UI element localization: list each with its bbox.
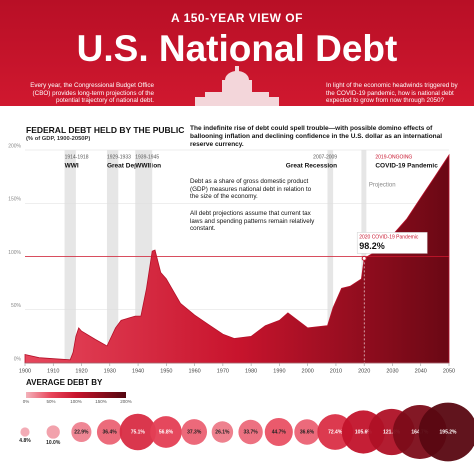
y-tick-label: 150%: [8, 197, 21, 203]
bubble-label: 33.7%: [244, 429, 259, 435]
y-tick-label: 50%: [11, 303, 22, 309]
bubble-title: AVERAGE DEBT BY: [26, 378, 103, 387]
bubble: [181, 419, 208, 445]
bubble-label: 72.4%: [328, 429, 343, 435]
bubble: [211, 421, 234, 443]
legend-tick-label: 50%: [46, 399, 55, 404]
bubble: [20, 427, 30, 437]
event-name: Great Recession: [286, 163, 337, 170]
bubble: [46, 425, 60, 439]
x-tick-label: 1930: [104, 368, 116, 374]
y-tick-label: 0%: [14, 356, 22, 362]
x-tick-label: 1940: [132, 368, 144, 374]
chart-title: FEDERAL DEBT HELD BY THE PUBLIC: [26, 125, 185, 135]
x-tick-label: 2020: [358, 368, 370, 374]
callout-point: [361, 255, 367, 261]
x-tick-label: 1970: [217, 368, 229, 374]
legend-scale: [26, 392, 126, 398]
bubble-label: 44.7%: [272, 429, 287, 435]
legend-tick-label: 200%: [120, 399, 132, 404]
bubble: [294, 419, 320, 445]
bubble: [238, 419, 263, 445]
x-tick-label: 2050: [443, 368, 455, 374]
bubble-label: 10.0%: [46, 440, 61, 446]
projection-label: Projection: [369, 183, 396, 189]
bubble-label: 4.8%: [19, 438, 31, 444]
annotation: All debt projections assume that current…: [190, 210, 315, 233]
bubble-label: 56.8%: [159, 429, 174, 435]
event-name: COVID-19 Pandemic: [375, 163, 438, 170]
legend-tick-label: 0%: [23, 399, 30, 404]
x-tick-label: 2040: [415, 368, 427, 374]
kicker: A 150-YEAR VIEW OF: [171, 11, 303, 25]
x-tick-label: 1920: [75, 368, 87, 374]
event-years: 1929-1933: [107, 154, 131, 160]
x-tick-label: 1910: [47, 368, 59, 374]
event-years: 1939-1945: [135, 154, 159, 160]
bubble-label: 75.1%: [131, 429, 146, 435]
annotation: The indefinite rise of debt could spell …: [190, 125, 443, 148]
bubble-label: 105.6%: [355, 429, 373, 435]
event-years: 2007-2009: [313, 154, 337, 160]
bubble: [119, 413, 156, 451]
chart-subtitle: (% of GDP, 1900-2050P): [26, 136, 91, 142]
callout-label: 2020 COVID-19 Pandemic: [359, 235, 419, 241]
bubble-label: 121.8%: [383, 429, 401, 435]
x-tick-label: 1980: [245, 368, 257, 374]
page-title: U.S. National Debt: [76, 28, 398, 69]
x-tick-label: 1990: [273, 368, 285, 374]
x-tick-label: 1900: [19, 368, 31, 374]
bubble-label: 22.9%: [74, 429, 89, 435]
annotation: Debt as a share of gross domestic produc…: [190, 178, 315, 201]
x-tick-label: 2000: [302, 368, 314, 374]
legend-tick-label: 150%: [95, 399, 107, 404]
bubble: [150, 416, 182, 448]
intro-right: In light of the economic headwinds trigg…: [326, 82, 458, 104]
bubble-label: 36.4%: [103, 429, 118, 435]
x-tick-label: 1960: [188, 368, 200, 374]
y-tick-label: 200%: [8, 143, 21, 149]
intro-left: Every year, the Congressional Budget Off…: [30, 82, 154, 104]
x-tick-label: 2010: [330, 368, 342, 374]
event-years: 2019-ONGOING: [375, 154, 412, 160]
bubble-label: 36.6%: [300, 429, 315, 435]
capitol-icon: [195, 66, 279, 106]
bubble: [96, 419, 123, 445]
bubble-label: 26.1%: [215, 429, 230, 435]
x-tick-label: 2030: [386, 368, 398, 374]
callout-value: 98.2%: [359, 241, 385, 251]
bubble: [264, 417, 293, 447]
bubble: [418, 402, 474, 462]
callout-box: [356, 232, 428, 254]
bubble-label: 195.2%: [440, 429, 458, 435]
event-name: WWII: [135, 163, 151, 170]
y-tick-label: 100%: [8, 250, 21, 256]
event-years: 1914-1918: [65, 154, 89, 160]
x-tick-label: 1950: [160, 368, 172, 374]
bubble: [71, 421, 92, 443]
event-name: WWI: [65, 163, 79, 170]
event-name: Great Depression: [107, 163, 161, 170]
legend-tick-label: 100%: [70, 399, 82, 404]
bubble-label: 37.3%: [187, 429, 202, 435]
